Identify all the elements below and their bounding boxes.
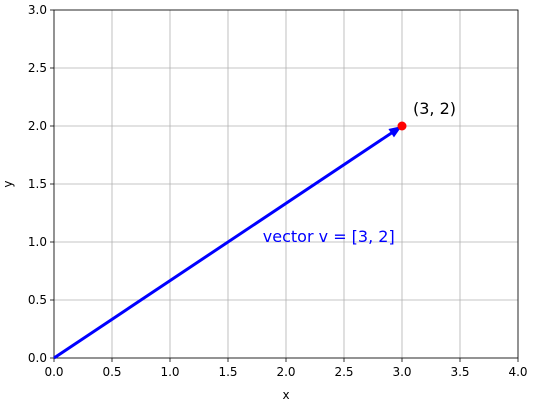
x-axis-label: x	[282, 388, 289, 402]
x-tick-label: 0.0	[44, 365, 63, 379]
point	[397, 121, 407, 131]
x-tick-label: 2.0	[276, 365, 295, 379]
x-tick-label: 3.0	[392, 365, 411, 379]
y-tick-label: 3.0	[28, 3, 47, 17]
y-axis-label: y	[1, 180, 15, 187]
y-tick-label: 0.5	[28, 293, 47, 307]
vector-label: vector v = [3, 2]	[263, 227, 395, 246]
x-tick-label: 1.5	[218, 365, 237, 379]
y-tick-label: 2.5	[28, 61, 47, 75]
x-tick-label: 0.5	[102, 365, 121, 379]
vector-shaft	[53, 124, 403, 360]
y-tick-label: 1.0	[28, 235, 47, 249]
x-tick-label: 3.5	[450, 365, 469, 379]
x-tick-label: 2.5	[334, 365, 353, 379]
y-tick-label: 2.0	[28, 119, 47, 133]
x-tick-label: 1.0	[160, 365, 179, 379]
x-tick-label: 4.0	[508, 365, 527, 379]
y-tick-label: 1.5	[28, 177, 47, 191]
point-label: (3, 2)	[413, 99, 456, 118]
plot-frame	[53, 9, 519, 359]
y-tick-label: 0.0	[28, 351, 47, 365]
